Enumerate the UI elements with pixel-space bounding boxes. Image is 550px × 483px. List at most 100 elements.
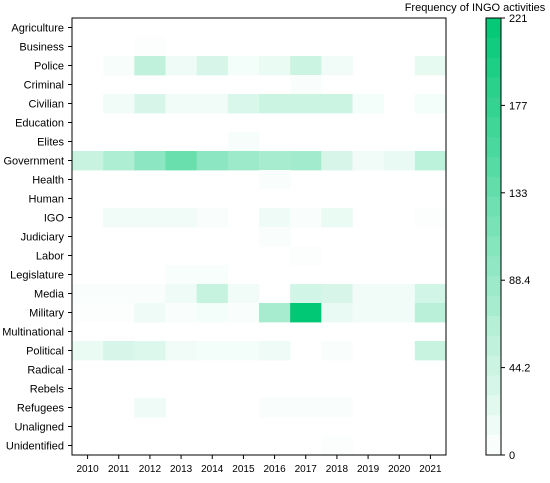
heatmap-cell bbox=[103, 151, 135, 171]
heatmap-cell bbox=[103, 94, 135, 114]
colorbar-step bbox=[486, 77, 501, 98]
heatmap-cell bbox=[259, 170, 291, 190]
y-tick-label: Radical bbox=[27, 365, 64, 377]
heatmap-cell bbox=[352, 303, 385, 323]
heatmap-cell bbox=[290, 151, 322, 171]
heatmap-cell bbox=[227, 94, 260, 114]
heatmap-cell bbox=[290, 284, 322, 304]
y-tick-label: Military bbox=[29, 308, 64, 320]
y-tick-label: Unaligned bbox=[14, 422, 64, 434]
colorbar-tick-label: 0 bbox=[509, 450, 515, 462]
x-tick-label: 2020 bbox=[388, 464, 411, 475]
y-tick-label: Political bbox=[26, 346, 64, 358]
colorbar-step bbox=[486, 395, 501, 416]
heatmap-cell bbox=[290, 246, 322, 266]
x-tick-label: 2019 bbox=[357, 464, 380, 475]
colorbar-title: Frequency of INGO activities bbox=[404, 2, 546, 14]
heatmap-cell bbox=[259, 94, 291, 114]
y-tick-label: Education bbox=[15, 118, 64, 130]
y-tick-label: Business bbox=[19, 42, 64, 54]
y-tick-label: Health bbox=[32, 175, 64, 187]
heatmap-cell bbox=[134, 341, 166, 361]
colorbar-step bbox=[486, 276, 501, 297]
heatmap-cell bbox=[321, 208, 353, 228]
heatmap-cell bbox=[414, 303, 447, 323]
colorbar-step bbox=[486, 37, 501, 59]
heatmap-cell bbox=[352, 284, 385, 304]
colorbar-step bbox=[486, 435, 501, 456]
colorbar-step bbox=[486, 315, 501, 337]
y-tick-label: Judiciary bbox=[21, 232, 65, 244]
heatmap-cell bbox=[290, 303, 322, 323]
colorbar-step bbox=[486, 176, 501, 198]
heatmap-cell bbox=[227, 151, 260, 171]
heatmap-cell bbox=[227, 56, 260, 76]
colorbar-step bbox=[486, 97, 501, 118]
heatmap-cell bbox=[352, 151, 385, 171]
x-tick-label: 2017 bbox=[295, 464, 318, 475]
heatmap-cell bbox=[383, 151, 416, 171]
heatmap-cell bbox=[103, 303, 135, 323]
colorbar-step bbox=[486, 117, 501, 138]
y-tick-label: Human bbox=[29, 194, 64, 206]
heatmap-cell bbox=[414, 208, 447, 228]
colorbar-step bbox=[486, 196, 501, 218]
heatmap-cell bbox=[352, 94, 385, 114]
heatmap-cell bbox=[290, 398, 322, 418]
heatmap-cell bbox=[321, 284, 353, 304]
heatmap-cell bbox=[383, 284, 416, 304]
heatmap-cell bbox=[134, 398, 166, 418]
heatmap-cell bbox=[165, 208, 198, 228]
heatmap-cell bbox=[414, 56, 447, 76]
heatmap-cell bbox=[196, 284, 229, 304]
heatmap-cell bbox=[103, 208, 135, 228]
colorbar-step bbox=[486, 236, 501, 257]
heatmap-cell bbox=[103, 341, 135, 361]
y-tick-label: Civilian bbox=[29, 99, 64, 111]
heatmap-cell bbox=[321, 151, 353, 171]
heatmap-cell bbox=[259, 56, 291, 76]
colorbar-frame bbox=[485, 17, 502, 456]
heatmap-cell bbox=[259, 303, 291, 323]
heatmap-cell bbox=[134, 94, 166, 114]
colorbar-tick-label: 177 bbox=[509, 100, 527, 112]
heatmap-cell bbox=[321, 398, 353, 418]
x-tick-label: 2016 bbox=[263, 464, 286, 475]
heatmap-cell bbox=[196, 94, 229, 114]
heatmap-cell bbox=[227, 341, 260, 361]
heatmap-cell bbox=[165, 284, 198, 304]
heatmap-cell bbox=[321, 94, 353, 114]
heatmap-cell bbox=[321, 56, 353, 76]
heatmap-cell bbox=[414, 94, 447, 114]
heatmap-cell bbox=[165, 151, 198, 171]
x-tick-label: 2013 bbox=[170, 464, 193, 475]
y-tick-label: Criminal bbox=[24, 80, 64, 92]
x-tick-label: 2014 bbox=[201, 464, 224, 475]
heatmap-cell bbox=[290, 208, 322, 228]
heatmap-cell bbox=[134, 303, 166, 323]
heatmap-cell bbox=[227, 132, 260, 152]
y-tick-label: Unidentified bbox=[6, 441, 64, 453]
heatmap-cell bbox=[259, 227, 291, 247]
heatmap-cell bbox=[227, 303, 260, 323]
colorbar-step bbox=[486, 256, 501, 277]
y-tick-label: Rebels bbox=[30, 384, 65, 396]
colorbar-step bbox=[486, 137, 501, 158]
y-tick-label: IGO bbox=[44, 213, 65, 225]
heatmap-cell bbox=[290, 94, 322, 114]
x-tick-label: 2011 bbox=[108, 464, 130, 475]
heatmap-cell bbox=[196, 303, 229, 323]
x-tick-label: 2018 bbox=[326, 464, 349, 475]
x-tick-label: 2021 bbox=[419, 464, 442, 475]
heatmap-cell bbox=[165, 265, 198, 285]
heatmap-cell bbox=[321, 436, 353, 456]
y-tick-label: Elites bbox=[37, 137, 64, 149]
y-tick-label: Police bbox=[34, 61, 64, 73]
heatmap-cell bbox=[414, 284, 447, 304]
colorbar-step bbox=[486, 216, 501, 237]
heatmap-cell bbox=[196, 265, 229, 285]
heatmap-cell bbox=[321, 303, 353, 323]
y-tick-label: Agriculture bbox=[11, 23, 64, 35]
